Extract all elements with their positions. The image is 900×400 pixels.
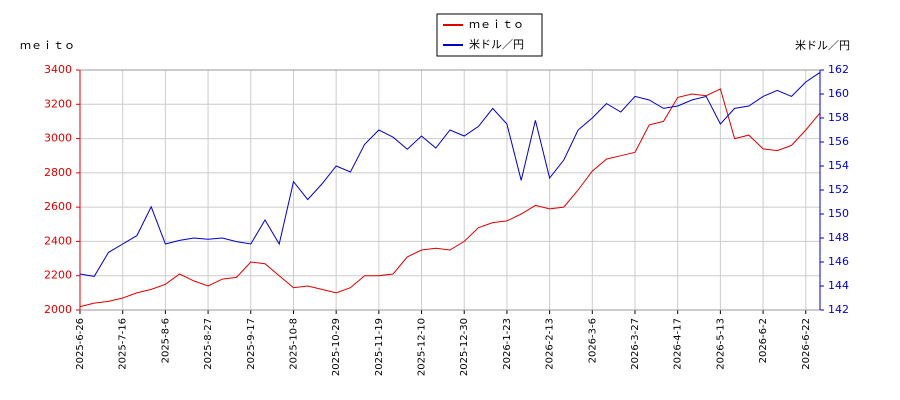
x-tick-label: 2026-5-13 — [715, 318, 726, 370]
x-tick-label: 2026-3-27 — [630, 318, 641, 370]
x-tick-label: 2026-1-23 — [502, 318, 513, 370]
plot-frame — [79, 69, 821, 311]
y2-tick-label: 162 — [828, 63, 849, 76]
x-tick-label: 2025-12-10 — [417, 318, 428, 376]
y2-tick-label: 142 — [828, 303, 849, 316]
series-line — [79, 88, 821, 308]
y2-tick-label: 152 — [828, 183, 849, 196]
y-tick-label: 2000 — [44, 303, 72, 316]
series-line — [79, 71, 821, 277]
x-tick-label: 2025-11-19 — [374, 318, 385, 376]
y-tick-label: 2400 — [44, 234, 72, 247]
y-tick-label: 3000 — [44, 132, 72, 145]
legend-label: 米ドル／円 — [469, 38, 524, 51]
x-tick-label: 2025-12-30 — [459, 318, 470, 376]
y2-tick-label: 146 — [828, 255, 849, 268]
y-tick-label: 2600 — [44, 200, 72, 213]
y-tick-label: 3200 — [44, 97, 72, 110]
y-axis-title: ｍｅｉｔｏ — [20, 39, 75, 52]
legend-box — [436, 13, 543, 57]
y2-axis-title: 米ドル／円 — [795, 39, 850, 52]
x-tick-label: 2025-10-29 — [331, 318, 342, 376]
x-tick-label: 2025-8-6 — [160, 318, 171, 363]
y2-tick-label: 160 — [828, 87, 849, 100]
y2-tick-label: 144 — [828, 279, 849, 292]
x-tick-label: 2026-6-2 — [758, 318, 769, 363]
x-tick-label: 2025-7-16 — [118, 318, 129, 370]
legend-label: ｍｅｉｔｏ — [469, 18, 524, 31]
y2-tick-label: 154 — [828, 159, 849, 172]
x-tick-label: 2026-3-6 — [587, 318, 598, 363]
x-tick-label: 2025-8-27 — [203, 318, 214, 370]
y-tick-label: 2800 — [44, 166, 72, 179]
y-tick-label: 2200 — [44, 269, 72, 282]
x-tick-label: 2025-6-26 — [75, 318, 86, 370]
x-tick-label: 2025-10-8 — [288, 318, 299, 370]
y2-tick-label: 158 — [828, 111, 849, 124]
y2-tick-label: 156 — [828, 135, 849, 148]
x-tick-label: 2026-6-22 — [801, 318, 812, 370]
y2-tick-label: 148 — [828, 231, 849, 244]
x-tick-label: 2026-2-13 — [545, 318, 556, 370]
x-tick-label: 2026-4-17 — [673, 318, 684, 370]
y2-tick-label: 150 — [828, 207, 849, 220]
x-tick-label: 2025-9-17 — [246, 318, 257, 370]
y-tick-label: 3400 — [44, 63, 72, 76]
